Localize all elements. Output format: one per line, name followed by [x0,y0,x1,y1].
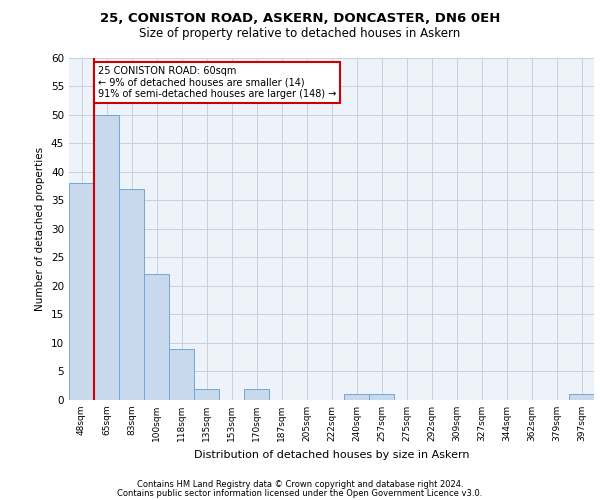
Bar [94,114,119,400]
Bar [119,189,144,400]
Text: 25 CONISTON ROAD: 60sqm
← 9% of detached houses are smaller (14)
91% of semi-det: 25 CONISTON ROAD: 60sqm ← 9% of detached… [98,66,336,100]
X-axis label: Distribution of detached houses by size in Askern: Distribution of detached houses by size … [194,450,469,460]
Text: Contains HM Land Registry data © Crown copyright and database right 2024.: Contains HM Land Registry data © Crown c… [137,480,463,489]
Bar [144,274,169,400]
Bar [344,394,369,400]
Bar [194,388,219,400]
Bar [369,394,394,400]
Bar [244,388,269,400]
Text: 25, CONISTON ROAD, ASKERN, DONCASTER, DN6 0EH: 25, CONISTON ROAD, ASKERN, DONCASTER, DN… [100,12,500,26]
Bar [69,183,94,400]
Bar [169,348,194,400]
Bar [569,394,594,400]
Text: Contains public sector information licensed under the Open Government Licence v3: Contains public sector information licen… [118,488,482,498]
Y-axis label: Number of detached properties: Number of detached properties [35,146,46,311]
Text: Size of property relative to detached houses in Askern: Size of property relative to detached ho… [139,28,461,40]
